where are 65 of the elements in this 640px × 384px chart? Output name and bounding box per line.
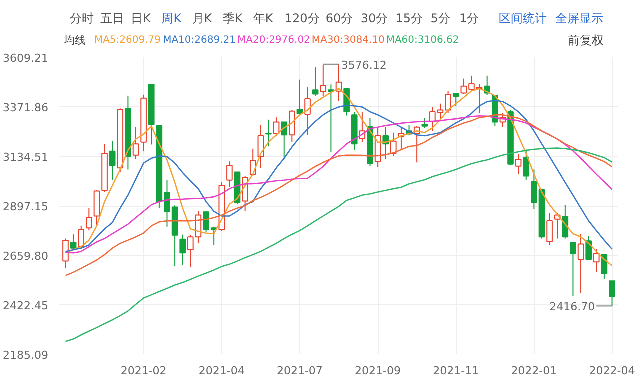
annotation: 2416.70 (550, 300, 596, 314)
candlestick (515, 154, 522, 176)
candlestick (320, 64, 327, 98)
candlestick (273, 117, 280, 136)
candlestick (180, 234, 186, 266)
text: 120分 (284, 12, 320, 26)
x-tick-label: 2022-04 (589, 364, 636, 378)
y-tick-label: 2185.09 (3, 349, 49, 362)
candlestick (132, 126, 140, 160)
candlestick (289, 110, 296, 143)
candlestick (593, 248, 600, 274)
x-tick-label: 2021-11 (433, 364, 480, 378)
candlestick (304, 86, 311, 136)
text: 年K (253, 12, 274, 26)
text: 15分 (396, 12, 424, 26)
candlestick (312, 67, 319, 96)
y-tick-label: 2897.15 (3, 200, 49, 214)
text: MA30:3084.10 (312, 35, 385, 46)
text: MA60:3106.62 (386, 35, 460, 46)
text: 60分 (326, 12, 354, 26)
y-tick-label: 3371.86 (3, 102, 49, 114)
candlestick (609, 280, 616, 307)
text: MA20:2976.02 (238, 35, 310, 46)
text: 日K (131, 12, 152, 26)
text: 周K (162, 12, 183, 26)
text: 五日 (100, 12, 125, 26)
candlestick (109, 140, 116, 180)
text: 30分 (360, 12, 388, 26)
text: 分时 (70, 12, 94, 26)
candlestick (62, 238, 69, 270)
x-tick-label: 2021-04 (198, 364, 245, 378)
candlestick (452, 93, 460, 107)
text: 均线 (62, 34, 86, 47)
text: 月K (192, 12, 214, 26)
text: 前复权 (568, 34, 604, 48)
candlestick (523, 149, 530, 180)
y-tick-label: 3609.21 (3, 52, 49, 65)
annotation: 3576.12 (341, 58, 387, 72)
candlestick (390, 132, 397, 157)
line-series (65, 148, 613, 342)
text: 区间统计 (498, 12, 547, 26)
text: MA5:2609.79 (94, 35, 161, 46)
candlestick (422, 118, 428, 129)
text: 1分 (460, 12, 480, 26)
candlestick (281, 122, 288, 160)
candlestick (586, 236, 592, 261)
x-tick-label: 2021-02 (120, 364, 167, 378)
candlestick (70, 234, 77, 251)
x-tick-label: 2022-01 (511, 364, 558, 378)
candlestick (546, 212, 553, 246)
text: 5分 (430, 12, 450, 26)
text: 季K (222, 12, 244, 26)
y-tick-label: 2422.45 (3, 300, 49, 312)
candlestick (578, 233, 584, 294)
candlestick (78, 225, 85, 248)
candlestick (266, 119, 272, 148)
candlestick (570, 242, 576, 298)
text: 全屏显示 (556, 12, 604, 26)
x-tick-label: 2021-09 (355, 364, 402, 378)
x-tick-label: 2021-07 (276, 364, 323, 378)
y-tick-label: 2659.80 (3, 250, 49, 263)
y-tick-label: 3134.51 (3, 151, 49, 164)
text: MA10:2689.21 (163, 35, 236, 46)
candlestick (86, 208, 92, 232)
candlestick (226, 161, 233, 188)
